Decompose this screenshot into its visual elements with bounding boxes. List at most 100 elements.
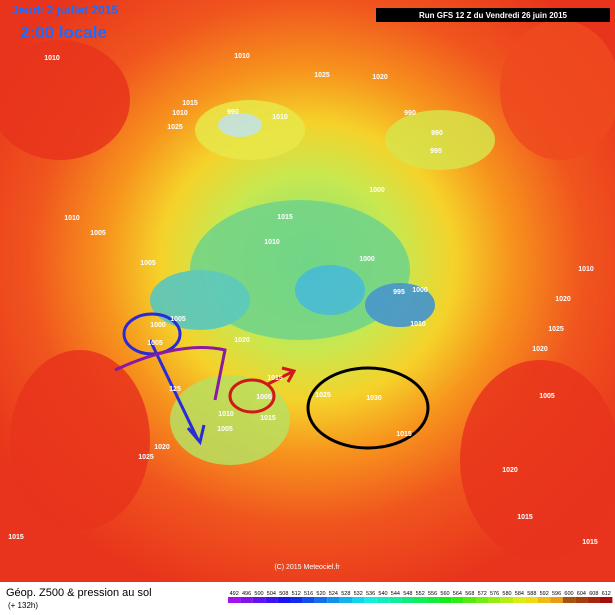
- scale-label: 524: [329, 591, 338, 597]
- scale-swatch: [364, 597, 377, 603]
- pressure-label: 1020: [555, 296, 571, 303]
- scale-swatch: [376, 597, 390, 603]
- scale-swatch: [476, 597, 489, 603]
- pressure-label: 1005: [147, 340, 163, 347]
- scale-swatch: [426, 597, 439, 603]
- color-scale: 492 496 500 504 508 512 516 520 524 528 532 536 540 5…: [228, 591, 613, 603]
- pressure-label: 1030: [366, 395, 382, 402]
- pressure-label: 995: [430, 148, 442, 155]
- scale-label: 532: [354, 591, 363, 597]
- scale-label: 512: [292, 591, 301, 597]
- pressure-label: 1005: [256, 394, 272, 401]
- scale-swatch: [327, 597, 340, 603]
- credit: (C) 2015 Meteociel.fr: [274, 564, 340, 571]
- scale-label: 540: [378, 591, 387, 597]
- pressure-label: 1015: [260, 415, 276, 422]
- pressure-label: 1015: [396, 431, 412, 438]
- scale-label: 536: [366, 591, 375, 597]
- scale-label: 500: [254, 591, 263, 597]
- scale-swatch: [240, 597, 253, 603]
- scale-swatch: [587, 597, 600, 603]
- scale-label: 604: [577, 591, 586, 597]
- pressure-label: 1015: [267, 375, 283, 382]
- scale-label: 504: [267, 591, 276, 597]
- pressure-label: 1025: [315, 392, 331, 399]
- pressure-label: 1010: [272, 114, 288, 121]
- pressure-label: 1025: [548, 326, 564, 333]
- pressure-label: 1020: [502, 467, 518, 474]
- pressure-label: 1020: [372, 74, 388, 81]
- pressure-label: 1005: [90, 230, 106, 237]
- pressure-label: 1025: [314, 72, 330, 79]
- scale-swatch: [562, 597, 576, 603]
- pressure-label: 1000: [359, 256, 375, 263]
- pressure-label: 1005: [217, 426, 233, 433]
- scale-swatch: [451, 597, 464, 603]
- pressure-label: 1020: [234, 337, 250, 344]
- scale-label: 576: [490, 591, 499, 597]
- pressure-label: 1000: [369, 187, 385, 194]
- scale-swatch: [352, 597, 365, 603]
- scale-swatch: [575, 597, 588, 603]
- scale-label: 544: [391, 591, 400, 597]
- scale-label: 548: [403, 591, 412, 597]
- scale-swatch: [500, 597, 514, 603]
- scale-label: 520: [316, 591, 325, 597]
- pressure-label: 1010: [44, 55, 60, 62]
- pressure-label: 1010: [64, 215, 80, 222]
- lead-time: (+ 132h): [8, 601, 38, 610]
- pressure-label: 1010: [264, 239, 280, 246]
- pressure-label: 1005: [170, 316, 186, 323]
- date: Jeudi 2 juillet 2015: [12, 3, 118, 17]
- scale-label: 564: [453, 591, 462, 597]
- scale-swatch: [389, 597, 402, 603]
- scale-label: 580: [502, 591, 511, 597]
- pressure-label: 1005: [140, 260, 156, 267]
- scale-swatch: [513, 597, 526, 603]
- scale-swatch: [339, 597, 352, 603]
- scale-swatch: [525, 597, 538, 603]
- scale-label: 600: [564, 591, 573, 597]
- scale-label: 516: [304, 591, 313, 597]
- scale-label: 588: [527, 591, 536, 597]
- scale-swatch: [314, 597, 328, 603]
- pressure-label: 1010: [578, 266, 594, 273]
- scale-label: 596: [552, 591, 561, 597]
- pressure-label: 1015: [182, 100, 198, 107]
- pressure-label: 1010: [234, 53, 250, 60]
- pressure-label: 1020: [154, 444, 170, 451]
- scale-label: 608: [589, 591, 598, 597]
- pressure-label: 995: [393, 289, 405, 296]
- scale-swatch: [252, 597, 266, 603]
- scale-swatch: [538, 597, 551, 603]
- pressure-label: 1015: [582, 539, 598, 546]
- scale-swatch: [265, 597, 278, 603]
- pressure-label: 1005: [539, 393, 555, 400]
- local-time: 2:00 locale: [20, 23, 107, 42]
- scale-swatch: [488, 597, 501, 603]
- scale-swatch: [277, 597, 290, 603]
- field-blobs: [0, 20, 615, 560]
- pressure-label: 1025: [138, 454, 154, 461]
- scale-swatch: [550, 597, 563, 603]
- scale-swatch: [438, 597, 452, 603]
- scale-label: 568: [465, 591, 474, 597]
- pressure-label: 990: [227, 109, 239, 116]
- scale-swatch: [228, 597, 241, 603]
- pressure-label: 1010: [410, 321, 426, 328]
- run-box: [376, 8, 610, 22]
- pressure-label: 990: [431, 130, 443, 137]
- pressure-label: 1015: [517, 514, 533, 521]
- pressure-label: 1000: [412, 287, 428, 294]
- pressure-label: 125: [169, 386, 181, 393]
- scale-label: 492: [230, 591, 239, 597]
- scale-swatch: [600, 597, 613, 603]
- scale-swatch: [463, 597, 476, 603]
- scale-label: 552: [416, 591, 425, 597]
- annotations: [114, 312, 430, 450]
- pressure-label: 1025: [167, 124, 183, 131]
- scale-label: 612: [602, 591, 611, 597]
- pressure-label: 990: [404, 110, 416, 117]
- pressure-label: 1015: [8, 534, 24, 541]
